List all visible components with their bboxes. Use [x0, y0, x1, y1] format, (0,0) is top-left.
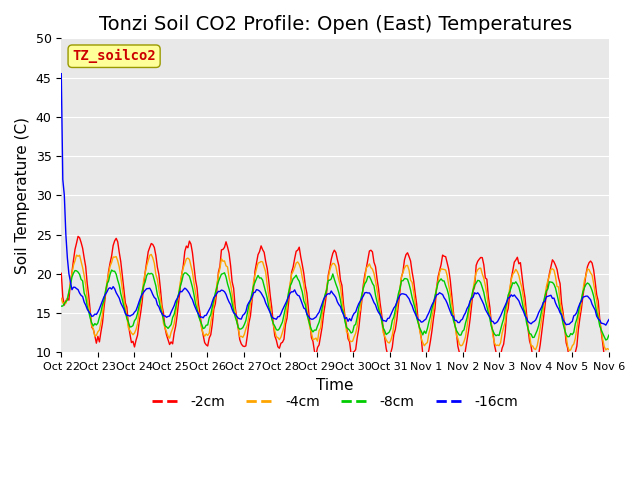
-4cm: [147, 252, 155, 257]
-8cm: [602, 337, 610, 343]
-2cm: [222, 239, 230, 245]
-2cm: [58, 270, 65, 276]
-2cm: [298, 262, 306, 268]
-4cm: [241, 332, 248, 337]
-4cm: [605, 347, 612, 352]
X-axis label: Time: Time: [316, 377, 354, 393]
-8cm: [605, 332, 612, 338]
-16cm: [248, 294, 256, 300]
-2cm: [577, 306, 585, 312]
-8cm: [298, 289, 306, 295]
-2cm: [126, 331, 134, 337]
Line: -16cm: -16cm: [61, 73, 609, 325]
-8cm: [126, 324, 134, 330]
-2cm: [605, 360, 612, 365]
-8cm: [108, 267, 115, 273]
-4cm: [250, 279, 257, 285]
-8cm: [222, 274, 230, 280]
Line: -8cm: -8cm: [61, 270, 609, 340]
-8cm: [58, 303, 65, 309]
Text: TZ_soilco2: TZ_soilco2: [72, 49, 156, 63]
-4cm: [298, 275, 306, 280]
-16cm: [602, 322, 610, 328]
-8cm: [250, 283, 257, 289]
-16cm: [221, 289, 228, 295]
-4cm: [222, 263, 230, 269]
-16cm: [575, 304, 582, 310]
-16cm: [605, 317, 612, 323]
Line: -2cm: -2cm: [61, 236, 609, 368]
-8cm: [576, 301, 584, 307]
-8cm: [241, 322, 248, 327]
-16cm: [125, 312, 132, 318]
-16cm: [58, 71, 65, 76]
-4cm: [565, 348, 573, 353]
-4cm: [125, 325, 132, 331]
-2cm: [241, 344, 248, 349]
-2cm: [250, 286, 257, 292]
-2cm: [567, 365, 575, 371]
Title: Tonzi Soil CO2 Profile: Open (East) Temperatures: Tonzi Soil CO2 Profile: Open (East) Temp…: [99, 15, 572, 34]
Line: -4cm: -4cm: [61, 254, 609, 350]
-2cm: [74, 233, 82, 239]
-4cm: [58, 296, 65, 301]
Legend: -2cm, -4cm, -8cm, -16cm: -2cm, -4cm, -8cm, -16cm: [147, 389, 524, 414]
Y-axis label: Soil Temperature (C): Soil Temperature (C): [15, 117, 30, 274]
-16cm: [239, 312, 246, 318]
-4cm: [577, 298, 585, 304]
-16cm: [297, 297, 305, 302]
